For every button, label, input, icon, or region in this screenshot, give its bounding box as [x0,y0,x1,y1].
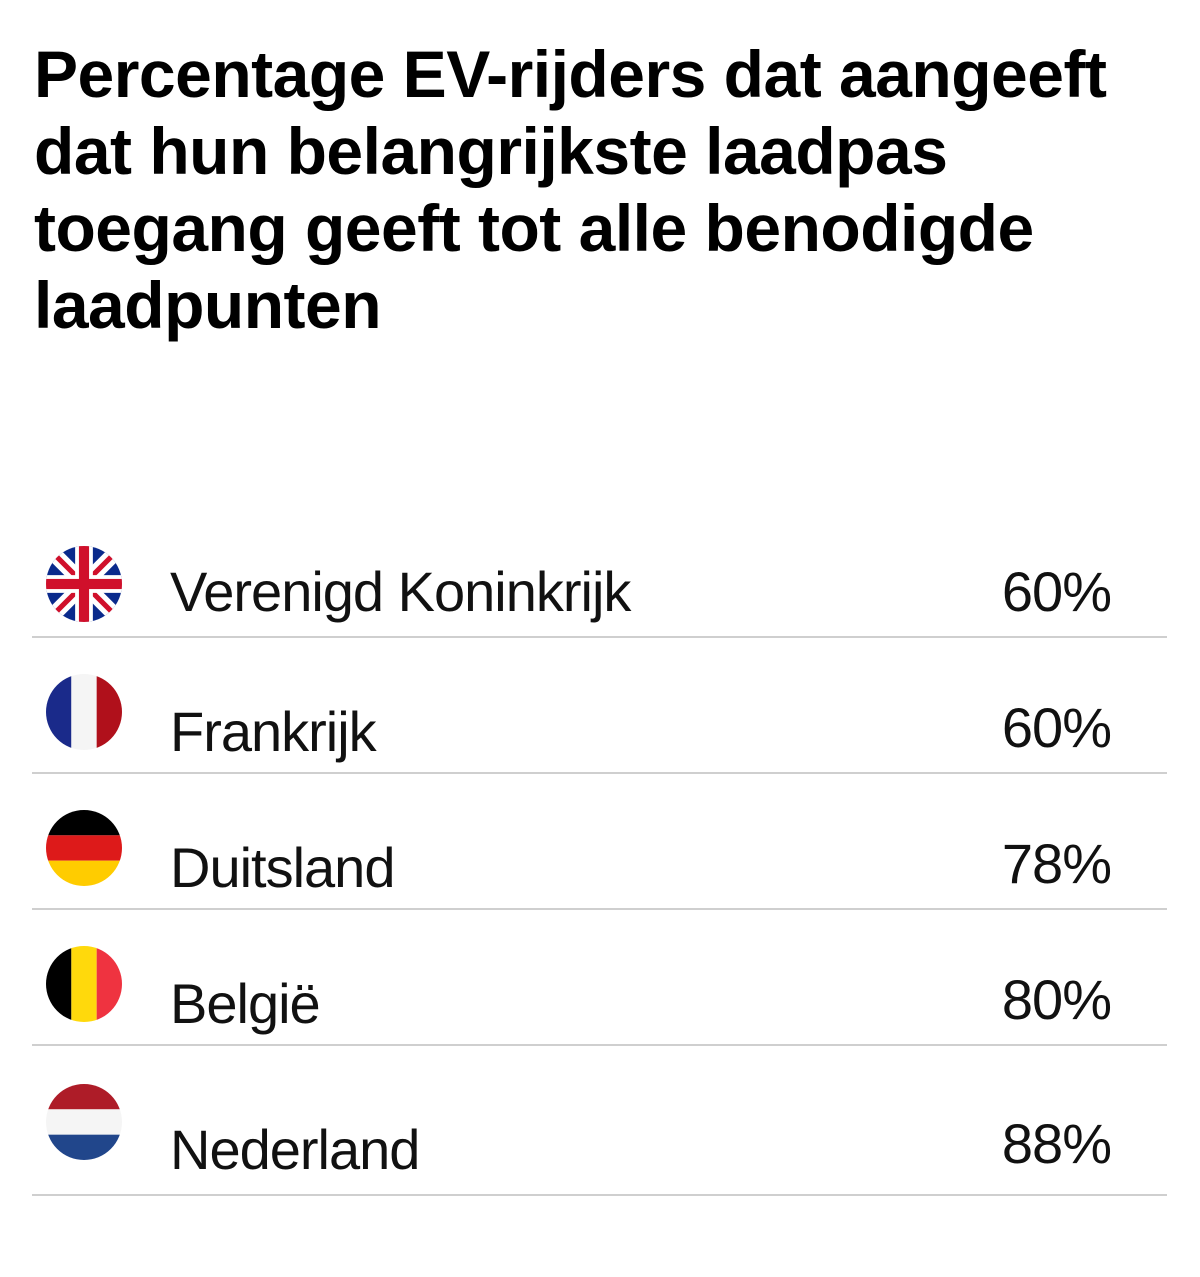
germany-flag-icon [46,810,122,886]
uk-flag-icon [46,546,122,622]
percentage-value: 60% [1001,696,1112,759]
percentage-value: 60% [1001,560,1112,623]
country-name: Duitsland [170,836,395,899]
country-name: Nederland [170,1118,420,1181]
table-row: Duitsland 78% [32,774,1167,910]
country-name: Verenigd Koninkrijk [170,560,631,623]
table-row: Frankrijk 60% [32,638,1167,774]
france-flag-icon [46,674,122,750]
table-row: Verenigd Koninkrijk 60% [32,502,1167,638]
netherlands-flag-icon [46,1084,122,1160]
chart-title: Percentage EV-rijders dat aangeeft dat h… [34,37,1107,342]
percentage-value: 80% [1001,968,1112,1031]
percentage-value: 78% [1001,832,1112,895]
table-row: België 80% [32,910,1167,1046]
country-name: België [170,972,321,1035]
belgium-flag-icon [46,946,122,1022]
percentage-value: 88% [1001,1112,1112,1175]
table-row: Nederland 88% [32,1046,1167,1196]
country-name: Frankrijk [170,700,377,763]
country-table: Verenigd Koninkrijk 60% Frankrijk 60% Du… [32,502,1167,1196]
